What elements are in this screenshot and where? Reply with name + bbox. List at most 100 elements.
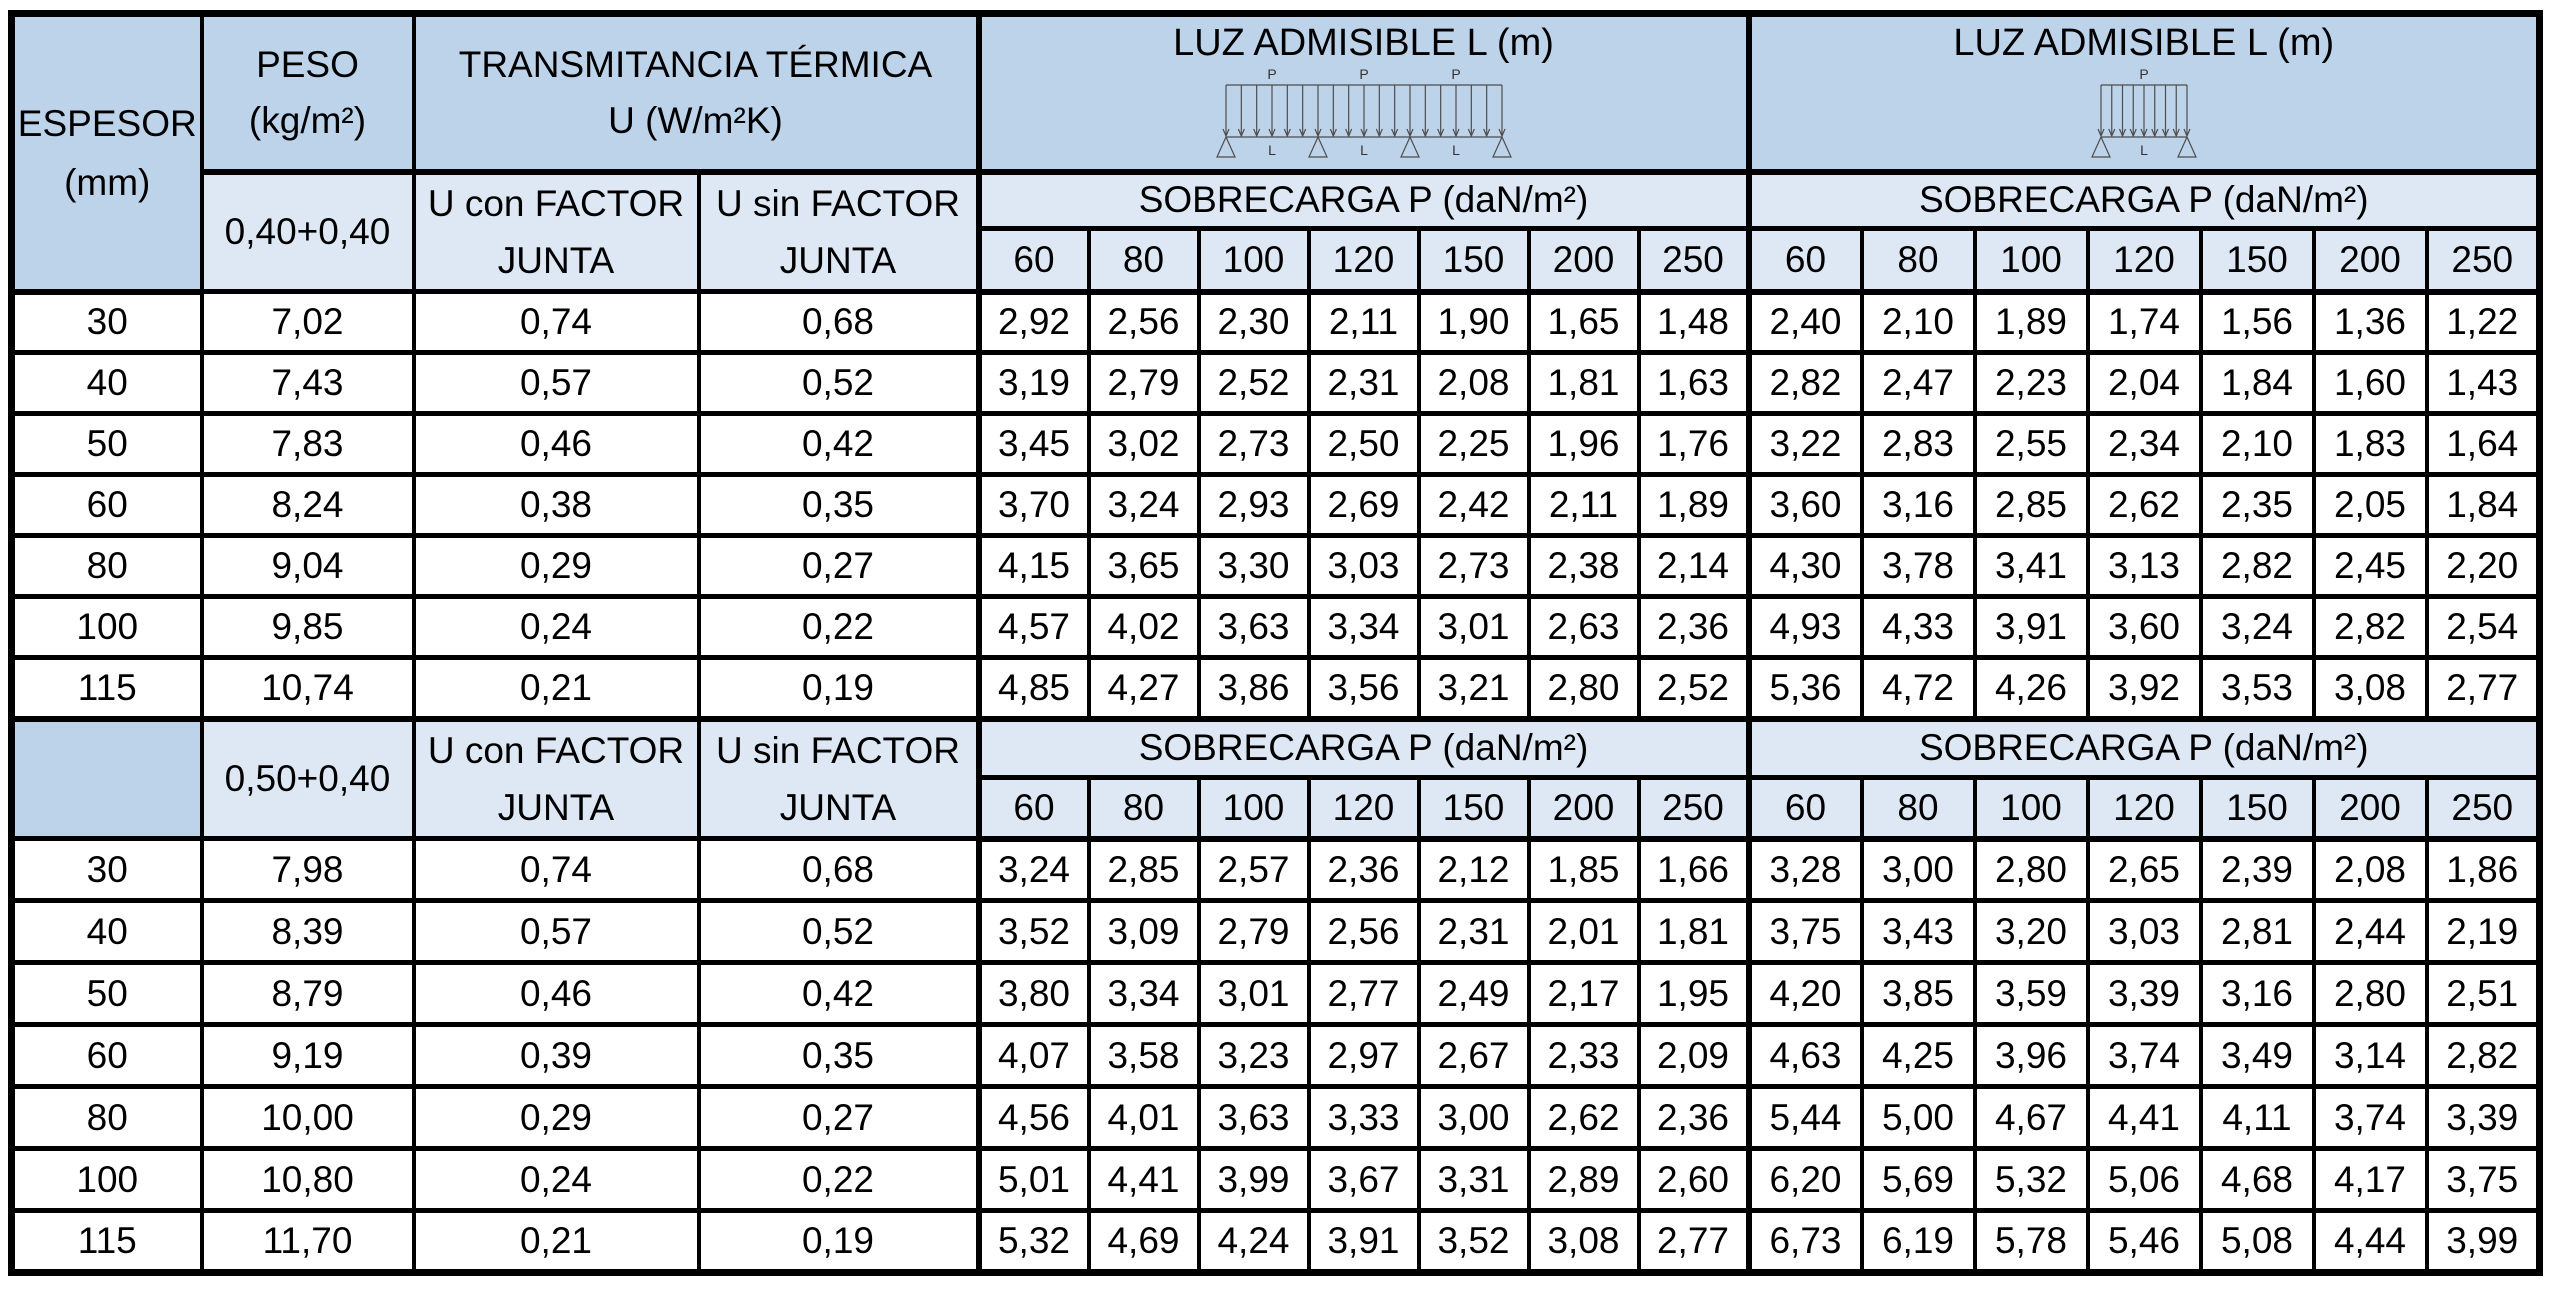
luz-single-value-cell: 3,43 (1859, 898, 1977, 966)
luz-single-value-cell: 4,11 (2198, 1084, 2316, 1152)
luz-multi-value-cell: 1,65 (1526, 289, 1641, 356)
luz-multi-value-cell: 2,50 (1306, 411, 1421, 478)
load-value-header-cell: 250 (1636, 775, 1751, 842)
luz-multi-value-cell: 4,24 (1196, 1208, 1311, 1276)
peso-value-cell: 10,80 (199, 1146, 416, 1214)
luz-single-value-cell: 1,83 (2311, 411, 2429, 478)
espesor-value-cell: 60 (9, 472, 204, 539)
luz-single-value-cell: 3,16 (1859, 472, 1977, 539)
luz-single-value-cell: 2,05 (2311, 472, 2429, 539)
luz-single-value-cell: 2,23 (1972, 350, 2090, 417)
load-value-header-cell: 150 (2198, 225, 2316, 295)
luz-admisible-multi-header-cell: LUZ ADMISIBLE L (m) P L P L P L (975, 11, 1751, 175)
luz-single-value-cell: 4,30 (1745, 533, 1864, 600)
luz-multi-value-cell: 2,52 (1636, 655, 1751, 722)
luz-single-value-cell: 3,16 (2198, 960, 2316, 1028)
beam-span-label: L (1360, 142, 1368, 158)
luz-multi-value-cell: 2,25 (1416, 411, 1531, 478)
luz-single-value-cell: 2,08 (2311, 836, 2429, 904)
luz-multi-value-cell: 2,52 (1196, 350, 1311, 417)
u-con-value-cell: 0,74 (411, 836, 701, 904)
luz-multi-value-cell: 4,85 (975, 655, 1091, 722)
luz-single-value-cell: 2,51 (2424, 960, 2542, 1028)
espesor-value-cell: 100 (9, 594, 204, 661)
luz-single-value-cell: 4,72 (1859, 655, 1977, 722)
peso-header-line1: PESO (256, 44, 359, 86)
u-sin-value-cell: 0,22 (696, 1146, 981, 1214)
table-row: 60 8,24 0,38 0,35 3,70 3,24 2,93 2,69 2,42 2,11 1,… (9, 472, 2542, 539)
luz-single-value-cell: 4,93 (1745, 594, 1864, 661)
luz-multi-value-cell: 3,24 (1086, 472, 1201, 539)
luz-single-value-cell: 5,69 (1859, 1146, 1977, 1214)
luz-multi-value-cell: 3,65 (1086, 533, 1201, 600)
espesor-header-label: ESPESOR (mm) (16, 94, 198, 212)
luz-multi-value-cell: 4,02 (1086, 594, 1201, 661)
luz-single-value-cell: 1,22 (2424, 289, 2542, 356)
table-row: 100 10,80 0,24 0,22 5,01 4,41 3,99 3,67 3,31 2,89… (9, 1146, 2542, 1214)
luz-single-value-cell: 2,04 (2085, 350, 2203, 417)
table-header-row-2: 0,40+0,40 U con FACTOR JUNTA U sin FACTO… (12, 168, 2542, 295)
peso-value-cell: 10,74 (199, 655, 416, 722)
luz-single-value-cell: 2,34 (2085, 411, 2203, 478)
luz-multi-value-cell: 2,08 (1416, 350, 1531, 417)
peso-value-cell: 8,24 (199, 472, 416, 539)
luz-multi-value-cell: 3,31 (1416, 1146, 1531, 1214)
luz-multi-value-cell: 3,52 (975, 898, 1091, 966)
luz-multi-value-cell: 2,30 (1196, 289, 1311, 356)
luz-single-value-cell: 3,60 (1745, 472, 1864, 539)
luz-multi-value-cell: 2,31 (1306, 350, 1421, 417)
luz-multi-value-cell: 3,34 (1306, 594, 1421, 661)
luz-multi-value-cell: 2,89 (1526, 1146, 1641, 1214)
luz-single-value-cell: 3,13 (2085, 533, 2203, 600)
u-con-factor-label: U con FACTOR JUNTA (418, 177, 695, 287)
peso-value-cell: 10,00 (199, 1084, 416, 1152)
load-value-header-cell: 250 (2424, 225, 2542, 295)
u-con-value-cell: 0,57 (411, 898, 701, 966)
u-con-value-cell: 0,29 (411, 533, 701, 600)
espesor-value-cell: 115 (9, 655, 204, 722)
luz-single-value-cell: 1,84 (2198, 350, 2316, 417)
peso-value-cell: 7,98 (199, 836, 416, 904)
load-value-header-cell: 250 (1636, 225, 1751, 295)
luz-single-value-cell: 2,39 (2198, 836, 2316, 904)
espesor-header-line2: (mm) (64, 161, 151, 203)
luz-single-value-cell: 3,20 (1972, 898, 2090, 966)
luz-multi-value-cell: 5,32 (975, 1208, 1091, 1276)
luz-multi-value-cell: 2,73 (1196, 411, 1311, 478)
luz-single-value-cell: 4,25 (1859, 1022, 1977, 1090)
luz-multi-value-cell: 2,56 (1306, 898, 1421, 966)
espesor-value-cell: 115 (9, 1208, 204, 1276)
luz-single-value-cell: 1,36 (2311, 289, 2429, 356)
luz-single-value-cell: 5,44 (1745, 1084, 1864, 1152)
luz-single-value-cell: 2,82 (2424, 1022, 2542, 1090)
table-row: 40 8,39 0,57 0,52 3,52 3,09 2,79 2,56 2,31 2,01 1,… (9, 898, 2542, 966)
luz-single-value-cell: 2,80 (1972, 836, 2090, 904)
espesor-value-cell: 40 (9, 898, 204, 966)
peso-header-cell: PESO (kg/m²) (199, 11, 416, 175)
beam-span-label: L (2140, 142, 2148, 158)
luz-single-value-cell: 3,03 (2085, 898, 2203, 966)
u-sin-value-cell: 0,22 (696, 594, 981, 661)
luz-single-value-cell: 2,65 (2085, 836, 2203, 904)
luz-single-value-cell: 4,44 (2311, 1208, 2429, 1276)
luz-single-value-cell: 3,53 (2198, 655, 2316, 722)
luz-multi-value-cell: 2,77 (1636, 1208, 1751, 1276)
luz-multi-value-cell: 4,57 (975, 594, 1091, 661)
luz-multi-value-cell: 3,24 (975, 836, 1091, 904)
load-value-header-cell: 150 (1416, 775, 1531, 842)
u-sin-value-cell: 0,52 (696, 350, 981, 417)
luz-multi-value-cell: 2,57 (1196, 836, 1311, 904)
luz-multi-value-cell: 2,77 (1306, 960, 1421, 1028)
luz-single-value-cell: 3,41 (1972, 533, 2090, 600)
luz-single-value-cell: 2,47 (1859, 350, 1977, 417)
luz-single-value-cell: 3,39 (2085, 960, 2203, 1028)
load-value-header-cell: 120 (2085, 225, 2203, 295)
table-row: 60 9,19 0,39 0,35 4,07 3,58 3,23 2,97 2,67 2,33 2,… (9, 1022, 2542, 1090)
u-sin-value-cell: 0,68 (696, 836, 981, 904)
luz-multi-value-cell: 2,60 (1636, 1146, 1751, 1214)
luz-multi-value-cell: 3,56 (1306, 655, 1421, 722)
luz-multi-value-cell: 2,62 (1526, 1084, 1641, 1152)
peso-value-cell: 8,79 (199, 960, 416, 1028)
luz-single-value-cell: 4,17 (2311, 1146, 2429, 1214)
